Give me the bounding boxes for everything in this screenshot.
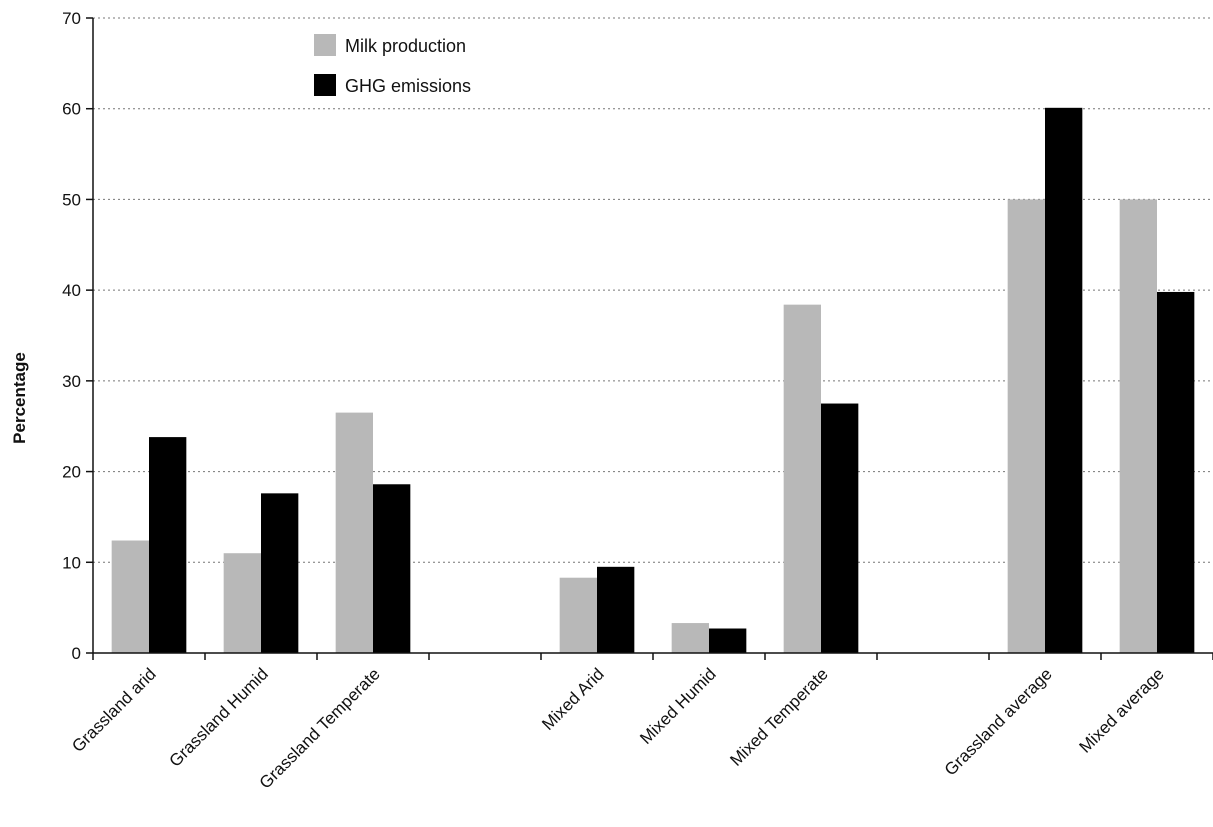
y-tick-label: 0 bbox=[72, 644, 81, 663]
y-axis-title: Percentage bbox=[10, 352, 29, 444]
y-tick-labels: 0 10 20 30 40 50 60 70 bbox=[62, 9, 81, 663]
legend-swatch bbox=[314, 34, 336, 56]
x-category-label: Mixed Temperate bbox=[726, 664, 831, 769]
gridlines bbox=[93, 17, 1213, 563]
y-tick-label: 40 bbox=[62, 281, 81, 300]
x-category-label: Mixed Arid bbox=[538, 664, 608, 734]
bar-milk-production bbox=[559, 577, 597, 653]
bar-milk-production bbox=[111, 540, 149, 653]
bar-milk-production bbox=[1007, 199, 1045, 653]
y-tick-label: 50 bbox=[62, 190, 81, 209]
x-category-label: Grassland arid bbox=[68, 664, 160, 756]
bars bbox=[111, 107, 1195, 654]
bar-ghg-emissions bbox=[1157, 291, 1195, 653]
legend: Milk production GHG emissions bbox=[314, 34, 471, 96]
bar-milk-production bbox=[335, 412, 373, 653]
x-category-label: Grassland average bbox=[941, 664, 1056, 779]
legend-label: Milk production bbox=[345, 36, 466, 56]
x-category-label: Grassland Humid bbox=[166, 664, 272, 770]
y-tick-label: 10 bbox=[62, 553, 81, 572]
legend-label: GHG emissions bbox=[345, 76, 471, 96]
bar-milk-production bbox=[223, 553, 261, 653]
bar-ghg-emissions bbox=[821, 403, 859, 653]
y-tick-label: 60 bbox=[62, 100, 81, 119]
x-category-label: Grassland Temperate bbox=[256, 664, 384, 792]
bar-milk-production bbox=[783, 304, 821, 653]
y-tick-label: 20 bbox=[62, 463, 81, 482]
bar-ghg-emissions bbox=[1045, 107, 1083, 654]
bar-ghg-emissions bbox=[709, 628, 747, 653]
x-category-label: Mixed average bbox=[1076, 664, 1168, 756]
bar-ghg-emissions bbox=[149, 437, 187, 653]
x-category-label: Mixed Humid bbox=[636, 664, 720, 748]
bar-milk-production bbox=[671, 623, 709, 653]
y-tick-label: 30 bbox=[62, 372, 81, 391]
bar-milk-production bbox=[1119, 199, 1157, 653]
y-tick-label: 70 bbox=[62, 9, 81, 28]
legend-swatch bbox=[314, 74, 336, 96]
bar-ghg-emissions bbox=[261, 493, 299, 653]
bar-ghg-emissions bbox=[597, 566, 635, 653]
bar-ghg-emissions bbox=[373, 484, 411, 653]
axes bbox=[86, 17, 1213, 660]
